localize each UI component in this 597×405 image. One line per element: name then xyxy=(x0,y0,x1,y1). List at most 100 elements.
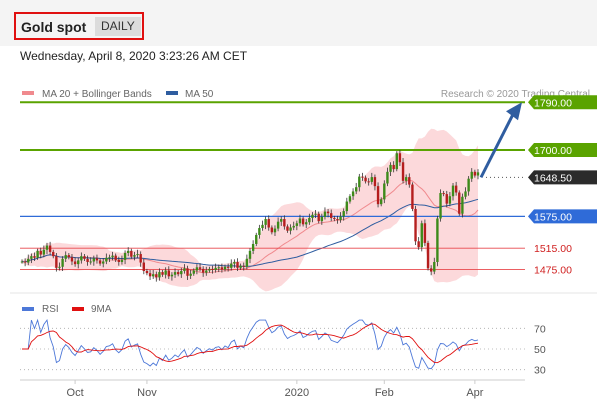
candle-body xyxy=(183,268,186,272)
candle-body xyxy=(92,258,96,262)
candle-body xyxy=(433,262,436,272)
candle-body xyxy=(95,258,99,261)
level-label-1575.00: 1575.00 xyxy=(534,211,572,223)
candle-body xyxy=(148,273,152,277)
level-tag-1790.00 xyxy=(528,95,597,110)
candle-body xyxy=(445,194,448,204)
candle-body xyxy=(123,252,127,260)
ma50-legend-label: MA 50 xyxy=(185,89,214,100)
candle-body xyxy=(236,262,239,268)
candle-body xyxy=(158,272,161,278)
instrument-selector[interactable]: Gold spot DAILY xyxy=(14,12,144,40)
ma9-legend-swatch xyxy=(72,307,84,311)
level-label-1790.00: 1790.00 xyxy=(534,97,572,109)
price-layer: 1790.00 1700.00 1648.50 1575.00 1515.00 1475.… xyxy=(20,95,597,292)
candle-body xyxy=(64,255,67,259)
candle-body xyxy=(33,256,36,258)
candle-body xyxy=(192,270,195,274)
level-label-1700.00: 1700.00 xyxy=(534,145,572,157)
candle-body xyxy=(311,214,314,218)
forecast-arrow-head xyxy=(506,102,522,121)
candle-body xyxy=(354,187,358,192)
candle-body xyxy=(217,267,220,269)
candle-body xyxy=(117,259,121,263)
candle-body xyxy=(61,258,64,267)
candle-body xyxy=(52,251,55,257)
candle-body xyxy=(442,193,445,195)
candle-body xyxy=(458,192,461,214)
ma20-legend-swatch xyxy=(22,91,34,95)
candle-body xyxy=(289,227,292,231)
candle-body xyxy=(77,260,80,265)
candle-body xyxy=(20,261,24,263)
candle-body xyxy=(45,245,49,250)
candle-body xyxy=(330,213,333,218)
candle-body xyxy=(108,257,111,259)
x-tick-label-apr: Apr xyxy=(466,387,483,399)
x-tick-label-oct: Oct xyxy=(67,387,84,399)
candle-body xyxy=(245,258,249,267)
candle-body xyxy=(80,256,83,261)
rsi-legend-swatch xyxy=(22,307,34,311)
candle-body xyxy=(111,255,114,258)
candle-body xyxy=(198,267,202,269)
candle-body xyxy=(317,213,320,222)
candle-body xyxy=(186,268,189,276)
candle-body xyxy=(370,177,374,182)
candle-body xyxy=(276,221,280,229)
rsi-ma-line xyxy=(22,323,479,364)
candle-body xyxy=(130,250,133,257)
candle-body xyxy=(248,250,252,259)
candle-body xyxy=(339,216,342,221)
level-tag-1700.00 xyxy=(528,143,597,158)
ma9-legend-label: 9MA xyxy=(91,304,112,315)
candle-body xyxy=(379,199,383,205)
candle-body xyxy=(151,274,155,277)
level-tag-1575.00 xyxy=(528,209,597,224)
candle-body xyxy=(420,223,423,248)
candle-body xyxy=(261,224,264,229)
candle-body xyxy=(214,267,217,270)
x-axis: Oct Nov 2020 Feb Apr xyxy=(67,380,484,399)
rsi-level-label-70: 70 xyxy=(534,323,546,335)
candle-body xyxy=(429,268,433,272)
candle-body xyxy=(367,181,370,183)
candle-body xyxy=(167,270,170,277)
candle-body xyxy=(342,211,345,217)
ma20-legend-label: MA 20 + Bollinger Bands xyxy=(42,89,152,100)
candle-body xyxy=(383,183,386,200)
candle-body xyxy=(201,268,205,273)
candle-body xyxy=(23,261,27,263)
candle-body xyxy=(58,266,61,268)
candle-body xyxy=(173,272,177,275)
x-tick-label-feb: Feb xyxy=(375,387,394,399)
candle-body xyxy=(323,211,327,217)
candle-body xyxy=(280,219,283,222)
candle-body xyxy=(464,191,467,197)
period-badge[interactable]: DAILY xyxy=(95,17,141,36)
candle-body xyxy=(270,227,274,233)
candle-body xyxy=(395,153,398,170)
candle-body xyxy=(436,218,439,263)
candle-body xyxy=(164,270,167,275)
candle-body xyxy=(326,211,330,214)
bollinger-band xyxy=(22,128,478,292)
candle-body xyxy=(39,250,42,255)
candle-body xyxy=(361,176,364,178)
candle-body xyxy=(376,186,380,205)
candle-body xyxy=(320,216,324,222)
candle-body xyxy=(333,217,336,220)
candle-body xyxy=(239,265,242,268)
x-tick-label-2020: 2020 xyxy=(285,387,309,399)
candle-body xyxy=(251,243,255,251)
candle-body xyxy=(70,257,74,262)
candle-body xyxy=(139,254,142,263)
candle-body xyxy=(27,258,30,263)
ma50-line xyxy=(21,198,479,267)
candle-body xyxy=(273,228,277,233)
candle-body xyxy=(364,177,367,182)
candle-body xyxy=(102,261,105,264)
candle-body xyxy=(133,255,136,257)
candle-body xyxy=(73,261,77,265)
